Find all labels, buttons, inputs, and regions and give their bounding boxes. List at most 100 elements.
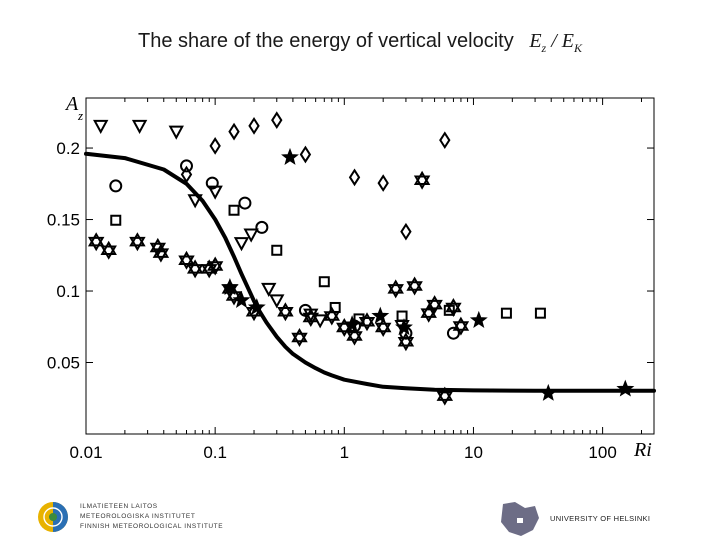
hexagrams-marker (323, 306, 341, 326)
formula-numerator-sub: z (541, 41, 547, 55)
y-tick-label: 0.2 (56, 139, 80, 158)
hexagrams-marker-tri-up (323, 306, 341, 321)
x-tick-label: 0.1 (203, 443, 227, 462)
hexagrams-marker-tri-up (374, 318, 392, 333)
hexagrams-marker-tri-down (152, 248, 170, 263)
diamonds-marker (299, 145, 312, 164)
uh-logo-text: UNIVERSITY OF HELSINKI (550, 514, 651, 523)
hexagrams-marker (100, 240, 117, 260)
fmi-logo-text: ILMATIETEEN LAITOS METEOROLOGISKA INSTIT… (80, 502, 223, 532)
triangles-marker (243, 228, 259, 243)
circles-marker (109, 179, 123, 193)
slide-title-text: The share of the energy of vertical velo… (138, 30, 514, 52)
diamonds-marker (377, 174, 389, 192)
hexagrams-marker (186, 259, 204, 279)
x-tick-label: 1 (340, 443, 349, 462)
triangles-marker (269, 294, 285, 309)
hexagrams-marker-tri-down (397, 337, 415, 352)
hexagrams-marker-tri-up (420, 303, 437, 318)
hexagrams-marker-tri-up (277, 302, 294, 317)
formula-denominator-sub: K (573, 41, 582, 55)
y-axis-label-sub: z (77, 108, 83, 123)
squares-marker (318, 276, 330, 288)
stars-marker (469, 310, 488, 328)
triangles-marker (93, 119, 109, 134)
hexagrams-marker (387, 279, 404, 299)
hexagrams-marker (129, 232, 146, 252)
x-axis-label: Ri (633, 439, 652, 461)
hexagrams-marker-tri-down (206, 261, 224, 276)
hexagrams-marker-tri-up (336, 318, 353, 333)
triangles-marker (261, 282, 277, 297)
hexagrams-marker (178, 250, 195, 270)
triangles-marker (131, 119, 148, 134)
scatter-chart: 0.01 0.1 1 10 100 0.05 0.1 0.15 0.2 Ri Az (47, 93, 656, 462)
triangles-marker (233, 237, 250, 252)
hexagrams-marker-tri-down (346, 331, 363, 346)
squares-marker (534, 307, 546, 319)
diamonds-marker (180, 165, 193, 184)
stars-marker (539, 383, 558, 401)
hexagrams-marker (87, 232, 105, 252)
stars-marker (616, 379, 635, 397)
hexagrams-marker (397, 332, 415, 352)
fmi-logo-line-3: FINNISH METEOROLOGICAL INSTITUTE (80, 523, 224, 530)
hexagrams-marker-tri-down (358, 317, 376, 332)
squares-marker (396, 310, 408, 322)
hexagrams-marker-tri-down (178, 255, 195, 270)
formula-separator: / (546, 30, 562, 52)
diamonds-marker (271, 111, 283, 130)
squares-marker (500, 307, 512, 319)
hexagrams-marker-tri-up (406, 276, 423, 291)
hexagrams-marker (152, 243, 170, 263)
stars-marker (232, 290, 251, 308)
squares-marker (110, 214, 122, 226)
x-tick-label: 10 (464, 443, 483, 462)
hexagrams-marker-tri-down (323, 311, 341, 326)
y-tick-label: 0.1 (56, 282, 80, 301)
diamonds-marker (348, 168, 361, 187)
hexagrams-marker-tri-down (452, 321, 470, 336)
hexagrams-marker (436, 386, 454, 406)
hexagrams-marker (206, 256, 224, 276)
hexagrams-marker (406, 276, 423, 296)
plot-border (85, 97, 655, 435)
circles-marker (238, 196, 252, 210)
axis-ticks (85, 98, 654, 434)
hexagrams-marker (452, 316, 470, 336)
hexagrams-marker-tri-up (426, 295, 443, 310)
hexagrams-marker-tri-down (413, 175, 431, 190)
fmi-logo-line-2: METEOROLOGISKA INSTITUTET (80, 513, 196, 520)
circles-marker (179, 159, 193, 173)
stars-marker (395, 318, 413, 336)
x-tick-label: 0.01 (69, 443, 102, 462)
hexagrams-marker-tri-up (445, 297, 462, 313)
hexagrams-marker-tri-up (129, 232, 146, 247)
hexagrams-marker-tri-down (87, 236, 105, 252)
hexagrams-marker-tri-up (397, 332, 415, 347)
circles-marker (446, 326, 460, 340)
stars-marker (220, 277, 239, 296)
hexagrams-marker-tri-up (186, 259, 204, 274)
hexagrams-marker-tri-down (277, 307, 294, 322)
hexagrams-marker-tri-up (413, 170, 431, 185)
formula-denominator: E (561, 30, 574, 52)
hexagrams-marker-tri-up (225, 286, 243, 301)
hexagrams-marker (426, 295, 443, 315)
triangles-marker (168, 125, 184, 140)
x-tick-label: 100 (588, 443, 616, 462)
y-tick-label: 0.05 (47, 354, 80, 373)
plot-frame (85, 97, 655, 435)
hexagrams-marker-tri-up (346, 326, 363, 341)
hexagrams-marker (374, 318, 392, 338)
hexagrams-marker-tri-down (186, 264, 204, 279)
fmi-logo-core (49, 513, 57, 521)
y-axis-label: A (64, 93, 79, 115)
y-tick-label: 0.15 (47, 211, 80, 230)
squares-marker (271, 244, 283, 256)
hexagrams-marker-tri-up (291, 328, 308, 343)
hexagrams-marker-tri-up (206, 256, 224, 271)
diamonds-marker (248, 117, 260, 135)
formula-numerator: E (529, 30, 542, 52)
diamonds-marker (209, 137, 221, 155)
